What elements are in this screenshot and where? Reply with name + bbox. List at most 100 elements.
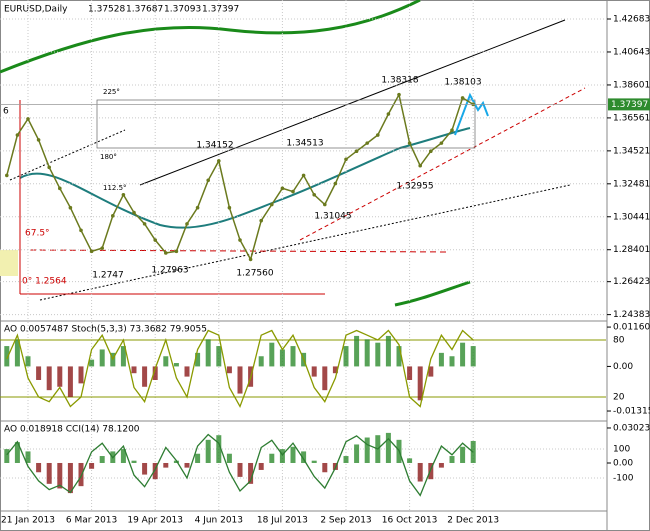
ao-bar bbox=[290, 446, 296, 463]
annotation: 180° bbox=[100, 153, 117, 161]
annotation: 1.34152 bbox=[196, 141, 233, 151]
y-tick-label: 1.34521 bbox=[613, 146, 650, 156]
x-tick-label: 21 Jan 2013 bbox=[1, 516, 55, 526]
ao-bar bbox=[375, 342, 381, 367]
price-point bbox=[26, 117, 30, 121]
ao-bar bbox=[184, 462, 190, 468]
ao-bar bbox=[120, 346, 126, 367]
ao-bar bbox=[4, 449, 10, 463]
current-price-box bbox=[608, 98, 650, 111]
ao-bar bbox=[248, 462, 254, 484]
y-tick-label: 0.030234 bbox=[613, 423, 650, 433]
x-tick-label: 19 Apr 2013 bbox=[127, 516, 183, 526]
price-point bbox=[386, 112, 391, 116]
ao-bar bbox=[269, 453, 275, 463]
annotation: 1.38318 bbox=[381, 76, 418, 86]
annotation: 1.38103 bbox=[444, 78, 481, 88]
price-point bbox=[344, 157, 348, 162]
ao-bar bbox=[78, 366, 84, 384]
price-point bbox=[259, 218, 264, 223]
ao-bar bbox=[195, 453, 201, 463]
ao-bar bbox=[25, 356, 31, 367]
highlight bbox=[0, 250, 18, 276]
y-tick-label: 1.30441 bbox=[613, 212, 650, 222]
ao-bar bbox=[216, 346, 222, 367]
header-ohlc: 1.37528 bbox=[88, 5, 125, 15]
ao-bar bbox=[205, 439, 211, 463]
ao-bar bbox=[290, 346, 296, 367]
ao-bar bbox=[407, 366, 413, 380]
ao-bar bbox=[142, 462, 148, 475]
ao-bar bbox=[237, 366, 243, 394]
price-point bbox=[164, 251, 168, 255]
y-tick-label: 0.011603 bbox=[613, 323, 650, 333]
header-ohlc: 1.37093 bbox=[164, 5, 201, 15]
price-point bbox=[111, 214, 115, 218]
y2-tick-label: -100 bbox=[613, 473, 634, 483]
ao-bar bbox=[57, 366, 63, 387]
ao-bar bbox=[131, 366, 137, 374]
ao-bar bbox=[67, 462, 73, 494]
ao-bar bbox=[25, 451, 31, 463]
ao-bar bbox=[470, 346, 476, 367]
ao-bar bbox=[195, 352, 201, 367]
ao-bar bbox=[460, 342, 466, 367]
ao-bar bbox=[131, 460, 137, 463]
annotation: 1.27560 bbox=[236, 269, 273, 279]
ao-bar bbox=[152, 366, 158, 380]
price-point bbox=[58, 186, 62, 191]
panel-title: AO 0.018918 CCI(14) 78.1200 bbox=[4, 425, 140, 435]
price-point bbox=[89, 249, 94, 254]
price-point bbox=[132, 210, 136, 215]
ao-bar bbox=[89, 462, 95, 469]
ao-bar bbox=[36, 462, 42, 473]
ao-bar bbox=[269, 342, 275, 367]
ao-bar bbox=[14, 339, 20, 367]
price-point bbox=[397, 92, 401, 97]
y-tick-label: 1.36561 bbox=[613, 113, 650, 123]
y-tick-label: 1.26423 bbox=[613, 277, 650, 287]
ao-bar bbox=[152, 462, 158, 480]
ao-bar bbox=[449, 356, 455, 367]
ao-bar bbox=[385, 432, 391, 463]
ao-bar bbox=[163, 356, 169, 367]
price-point bbox=[270, 202, 274, 207]
trendline bbox=[139, 19, 566, 186]
y-tick-label: 1.42683 bbox=[613, 15, 650, 25]
price-point bbox=[100, 246, 104, 250]
x-tick-label: 2 Sep 2013 bbox=[320, 516, 371, 526]
price-point bbox=[217, 159, 221, 163]
price-point bbox=[301, 173, 306, 178]
ao-bar bbox=[343, 456, 349, 463]
price-point bbox=[227, 205, 232, 210]
trendline bbox=[9, 129, 126, 181]
y-tick-label: 1.40643 bbox=[613, 47, 650, 57]
y-tick-label: 1.24383 bbox=[613, 310, 650, 320]
price-point bbox=[195, 205, 200, 210]
ao-bar bbox=[417, 462, 423, 482]
y-tick-label: 1.38601 bbox=[613, 80, 650, 90]
envelope-upper bbox=[0, 0, 421, 74]
price-point bbox=[323, 202, 327, 207]
oscillator-line bbox=[6, 433, 474, 497]
ao-bar bbox=[322, 366, 328, 391]
envelope-lower bbox=[394, 280, 471, 307]
ao-bar bbox=[364, 339, 370, 367]
price-point bbox=[439, 141, 444, 145]
y2-tick-label: 100 bbox=[613, 444, 630, 454]
header-symbol: EURUSD,Daily bbox=[4, 5, 68, 15]
price-point bbox=[185, 222, 189, 226]
price-point bbox=[206, 178, 210, 183]
y-tick-label: 0.00 bbox=[613, 458, 633, 468]
ao-bar bbox=[311, 366, 317, 377]
ao-bar bbox=[226, 453, 232, 463]
moving-average bbox=[19, 127, 471, 229]
ao-bar bbox=[407, 458, 413, 463]
x-tick-label: 16 Oct 2013 bbox=[382, 516, 438, 526]
ao-bar bbox=[438, 462, 444, 468]
ao-bar bbox=[99, 349, 105, 367]
ao-bar bbox=[99, 456, 105, 463]
x-tick-label: 2 Dec 2013 bbox=[447, 516, 499, 526]
ao-bar bbox=[258, 356, 264, 367]
gann-box bbox=[96, 99, 476, 149]
